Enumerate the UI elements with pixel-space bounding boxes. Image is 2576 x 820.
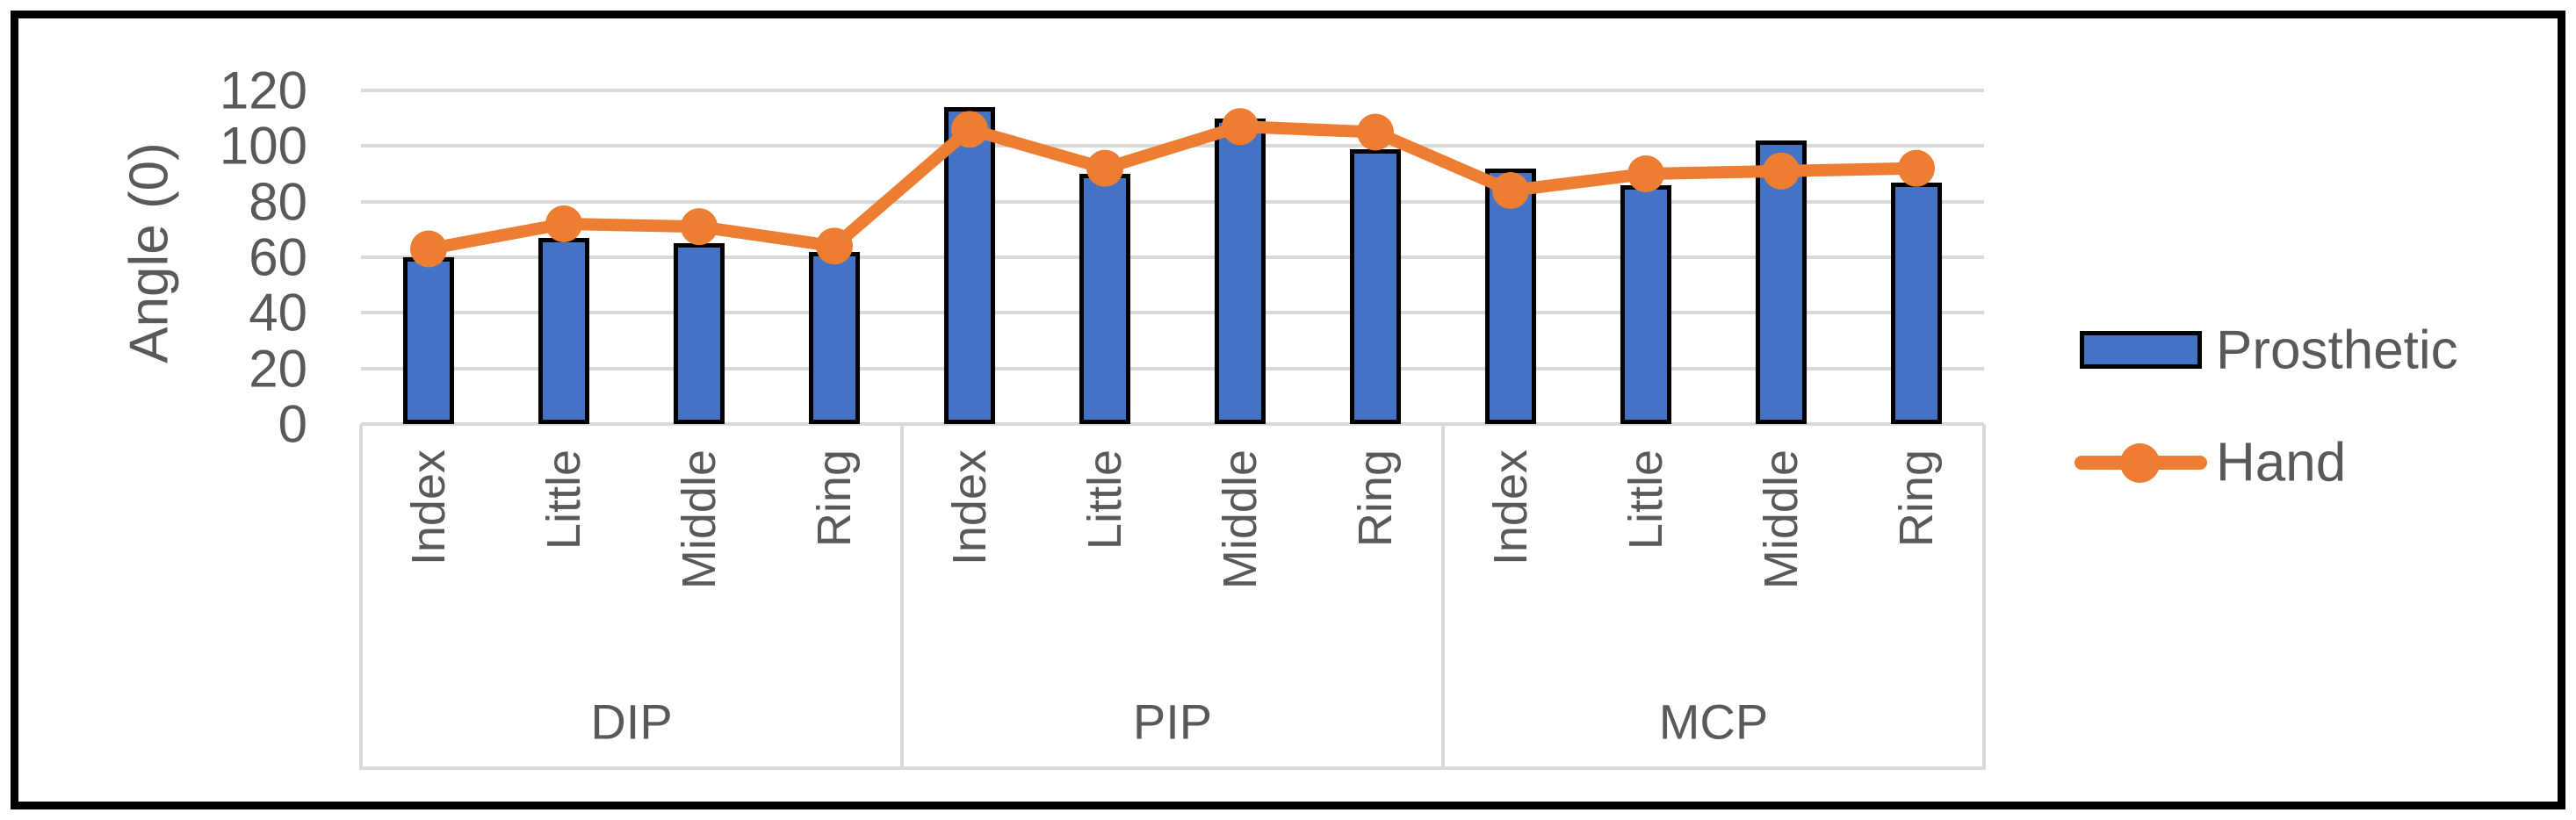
category-label-little: Little	[1620, 450, 1672, 550]
axis-group-separator	[1441, 424, 1445, 768]
legend-swatch-prosthetic	[2080, 331, 2202, 369]
category-label-index: Index	[943, 450, 996, 566]
y-tick-label: 20	[249, 339, 307, 399]
category-label-middle: Middle	[673, 450, 725, 590]
y-tick-label: 40	[249, 283, 307, 342]
bar-prosthetic-mcp-little	[1620, 184, 1671, 424]
bar-prosthetic-dip-little	[538, 237, 589, 424]
gridline	[361, 366, 1984, 370]
bar-prosthetic-mcp-index	[1485, 168, 1536, 424]
group-label-mcp: MCP	[1658, 694, 1769, 750]
category-label-ring: Ring	[1890, 450, 1943, 548]
legend-hand-marker-icon	[2120, 443, 2160, 483]
gridline	[361, 199, 1984, 204]
gridline	[361, 144, 1984, 148]
bar-prosthetic-dip-middle	[674, 243, 725, 424]
figure-border	[11, 11, 2565, 809]
y-tick-label: 60	[249, 227, 307, 287]
x-axis-baseline	[361, 422, 1984, 426]
gridline	[361, 255, 1984, 259]
category-label-little: Little	[1079, 450, 1131, 550]
y-tick-label: 120	[219, 61, 307, 120]
category-label-middle: Middle	[1214, 450, 1266, 590]
gridline	[361, 311, 1984, 315]
axis-bottom-line	[359, 766, 1986, 770]
category-label-index: Index	[402, 450, 455, 566]
category-label-ring: Ring	[1349, 450, 1402, 548]
group-label-dip: DIP	[590, 694, 673, 750]
category-label-middle: Middle	[1755, 450, 1808, 590]
y-tick-label: 80	[249, 172, 307, 232]
bar-prosthetic-dip-index	[403, 257, 454, 424]
gridline	[361, 89, 1984, 92]
bar-prosthetic-pip-index	[944, 107, 995, 424]
bar-prosthetic-pip-little	[1079, 174, 1130, 424]
group-label-pip: PIP	[1132, 694, 1213, 750]
legend-label-hand: Hand	[2216, 432, 2347, 493]
category-label-little: Little	[538, 450, 590, 550]
y-tick-label: 100	[219, 116, 307, 176]
bar-prosthetic-pip-middle	[1215, 118, 1266, 424]
axis-group-separator	[359, 424, 363, 768]
axis-group-separator	[1982, 424, 1986, 768]
y-tick-label: 0	[278, 394, 307, 454]
category-label-ring: Ring	[808, 450, 861, 548]
bar-prosthetic-mcp-ring	[1891, 182, 1942, 424]
axis-group-separator	[900, 424, 904, 768]
bar-prosthetic-mcp-middle	[1756, 140, 1807, 424]
bar-prosthetic-dip-ring	[809, 251, 860, 424]
bar-prosthetic-pip-ring	[1350, 148, 1401, 424]
legend-label-prosthetic: Prosthetic	[2216, 320, 2458, 381]
category-label-index: Index	[1484, 450, 1537, 566]
